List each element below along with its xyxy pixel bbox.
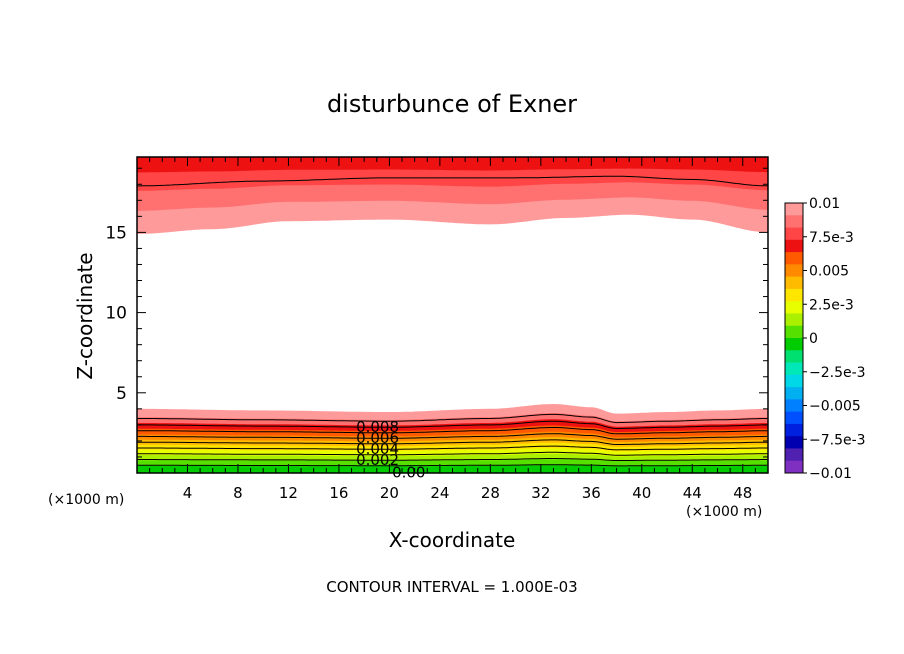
y-tick-label: 5 <box>116 384 127 404</box>
colorbar-swatch <box>785 350 803 363</box>
y-tick-label: 15 <box>105 223 127 243</box>
y-axis-ticks: 5 10 15 <box>105 167 768 458</box>
contour-interval-note: CONTOUR INTERVAL = 1.000E-03 <box>326 578 577 596</box>
surface-contour-line-6 <box>137 451 768 456</box>
colorbar-labels: 0.01 7.5e-3 0.005 2.5e-3 0 −2.5e-3 −0.005 −7.5e… <box>803 196 866 482</box>
colorbar-tick-label: −2.5e-3 <box>809 365 866 381</box>
colorbar-swatch <box>785 288 803 302</box>
colorbar-swatch <box>785 227 803 241</box>
x-tick-label: 48 <box>733 484 752 502</box>
contour-label: 0.002 <box>356 451 399 469</box>
colorbar-swatch <box>785 301 803 314</box>
colorbar-tick-label: 2.5e-3 <box>809 297 854 313</box>
x-tick-label: 36 <box>582 484 601 502</box>
surface-contour-line-8 <box>137 464 768 467</box>
upper-contour-line <box>137 175 768 187</box>
colorbar-swatch <box>785 276 803 290</box>
y-tick-label: 10 <box>105 304 127 324</box>
contour-label: 0.008 <box>356 418 399 436</box>
x-tick-label: 44 <box>683 484 702 502</box>
y-axis-label: Z-coordinate <box>73 252 97 379</box>
colorbar-tick-label: 0.01 <box>809 196 840 212</box>
colorbar-swatch <box>785 362 803 376</box>
x-tick-label: 8 <box>233 484 243 502</box>
x-tick-label: 24 <box>430 484 449 502</box>
x-tick-label: 20 <box>380 484 399 502</box>
colorbar-swatch <box>785 436 803 449</box>
colorbar-swatch <box>785 325 803 339</box>
colorbar-swatch <box>785 460 803 474</box>
surface-contour-line-1 <box>137 420 768 429</box>
colorbar-swatch <box>785 203 803 216</box>
x-tick-label: 32 <box>531 484 550 502</box>
contour-label: 0.006 <box>356 429 399 447</box>
chart-title: disturbunce of Exner <box>327 90 577 118</box>
colorbar-swatch <box>785 313 803 327</box>
colorbar-tick-label: −0.005 <box>809 399 861 415</box>
upper-band-3 <box>137 157 768 173</box>
x-tick-label: 40 <box>632 484 651 502</box>
surface-contour-line-7 <box>137 458 768 461</box>
x-unit-left: (×1000 m) <box>48 492 124 508</box>
x-tick-label: 12 <box>279 484 298 502</box>
colorbar-tick-label: −7.5e-3 <box>809 432 866 448</box>
contour-label: 0.004 <box>356 440 399 458</box>
colorbar-swatch <box>785 387 803 400</box>
surface-contour-line-5 <box>137 445 768 451</box>
colorbar-tick-label: 0.005 <box>809 264 849 280</box>
colorbar <box>784 202 804 474</box>
colorbar-swatch <box>785 423 803 437</box>
x-tick-label: 4 <box>183 484 193 502</box>
colorbar-swatch <box>785 374 803 388</box>
x-tick-label: 16 <box>329 484 348 502</box>
x-axis-label: X-coordinate <box>389 528 516 552</box>
surface-contour-line-0 <box>137 413 768 424</box>
colorbar-tick-label: −0.01 <box>809 466 852 482</box>
colorbar-swatch <box>785 399 803 413</box>
colorbar-swatch <box>785 239 803 253</box>
surface-contour-line-4 <box>137 439 768 445</box>
colorbar-swatch <box>785 411 803 425</box>
surface-contour-line-3 <box>137 433 768 440</box>
colorbar-swatch <box>785 338 803 351</box>
x-unit-right: (×1000 m) <box>686 504 762 520</box>
colorbar-swatch <box>785 252 803 265</box>
colorbar-swatch <box>785 215 803 228</box>
surface-contour-line-2 <box>137 427 768 435</box>
x-axis-ticks: 4 8 12 16 20 24 28 32 36 40 44 48 <box>149 157 756 502</box>
colorbar-tick-label: 0 <box>809 331 818 347</box>
contour-line-layer <box>137 175 768 467</box>
x-tick-label: 28 <box>481 484 500 502</box>
colorbar-tick-label: 7.5e-3 <box>809 230 854 246</box>
colorbar-swatch <box>785 264 803 278</box>
colorbar-swatch <box>785 448 803 462</box>
